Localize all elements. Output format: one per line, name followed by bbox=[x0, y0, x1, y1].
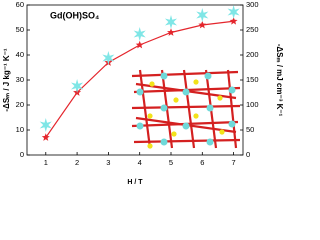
marker bbox=[227, 5, 240, 19]
y2-tick-label: 300 bbox=[246, 0, 259, 9]
y2-tick-label: 0 bbox=[246, 150, 250, 159]
y2-tick-label: 50 bbox=[246, 125, 254, 134]
y-tick-label: 0 bbox=[20, 150, 24, 159]
page: {"chart_data": {"type": "line", "annotat… bbox=[2, 0, 284, 186]
x-tick-label: 2 bbox=[75, 158, 79, 167]
x-tick-label: 7 bbox=[232, 158, 236, 167]
chart: Gd(OH)SO₄ H / T -ΔSₘ / J kg⁻¹ K⁻¹ -ΔSₘ /… bbox=[2, 0, 284, 186]
marker bbox=[198, 20, 207, 29]
marker bbox=[41, 133, 50, 141]
y2-axis-label: -ΔSₘ / mJ cm⁻³ K⁻¹ bbox=[275, 44, 284, 117]
marker bbox=[164, 15, 178, 29]
inset-sulfur bbox=[147, 79, 225, 149]
x-tick-label: 1 bbox=[44, 158, 48, 167]
inset-gadolinium bbox=[136, 72, 236, 146]
marker bbox=[196, 8, 209, 22]
y2-tick-label: 250 bbox=[246, 25, 259, 34]
y-axis-label: -ΔSₘ / J kg⁻¹ K⁻¹ bbox=[2, 48, 11, 112]
y2-tick-label: 200 bbox=[246, 50, 259, 59]
marker bbox=[102, 51, 115, 65]
marker bbox=[135, 40, 144, 49]
y-tick-label: 50 bbox=[16, 25, 24, 34]
x-tick-label: 5 bbox=[169, 158, 173, 167]
y-tick-label: 20 bbox=[16, 100, 24, 109]
y2-tick-label: 100 bbox=[246, 100, 259, 109]
y2-tick-label: 150 bbox=[246, 75, 259, 84]
x-tick-label: 3 bbox=[106, 158, 110, 167]
y-tick-label: 40 bbox=[16, 50, 24, 59]
marker bbox=[71, 79, 84, 93]
marker bbox=[39, 118, 52, 132]
marker bbox=[133, 27, 146, 41]
x-tick-label: 6 bbox=[200, 158, 204, 167]
y-tick-label: 30 bbox=[16, 75, 24, 84]
crystal-structure-inset bbox=[128, 68, 244, 152]
y-tick-label: 60 bbox=[16, 0, 24, 9]
x-tick-label: 4 bbox=[138, 158, 142, 167]
annotation: Gd(OH)SO₄ bbox=[50, 10, 99, 20]
marker bbox=[167, 28, 175, 36]
x-axis-label: H / T bbox=[127, 179, 143, 186]
y-tick-label: 10 bbox=[16, 125, 24, 134]
marker bbox=[229, 17, 238, 25]
